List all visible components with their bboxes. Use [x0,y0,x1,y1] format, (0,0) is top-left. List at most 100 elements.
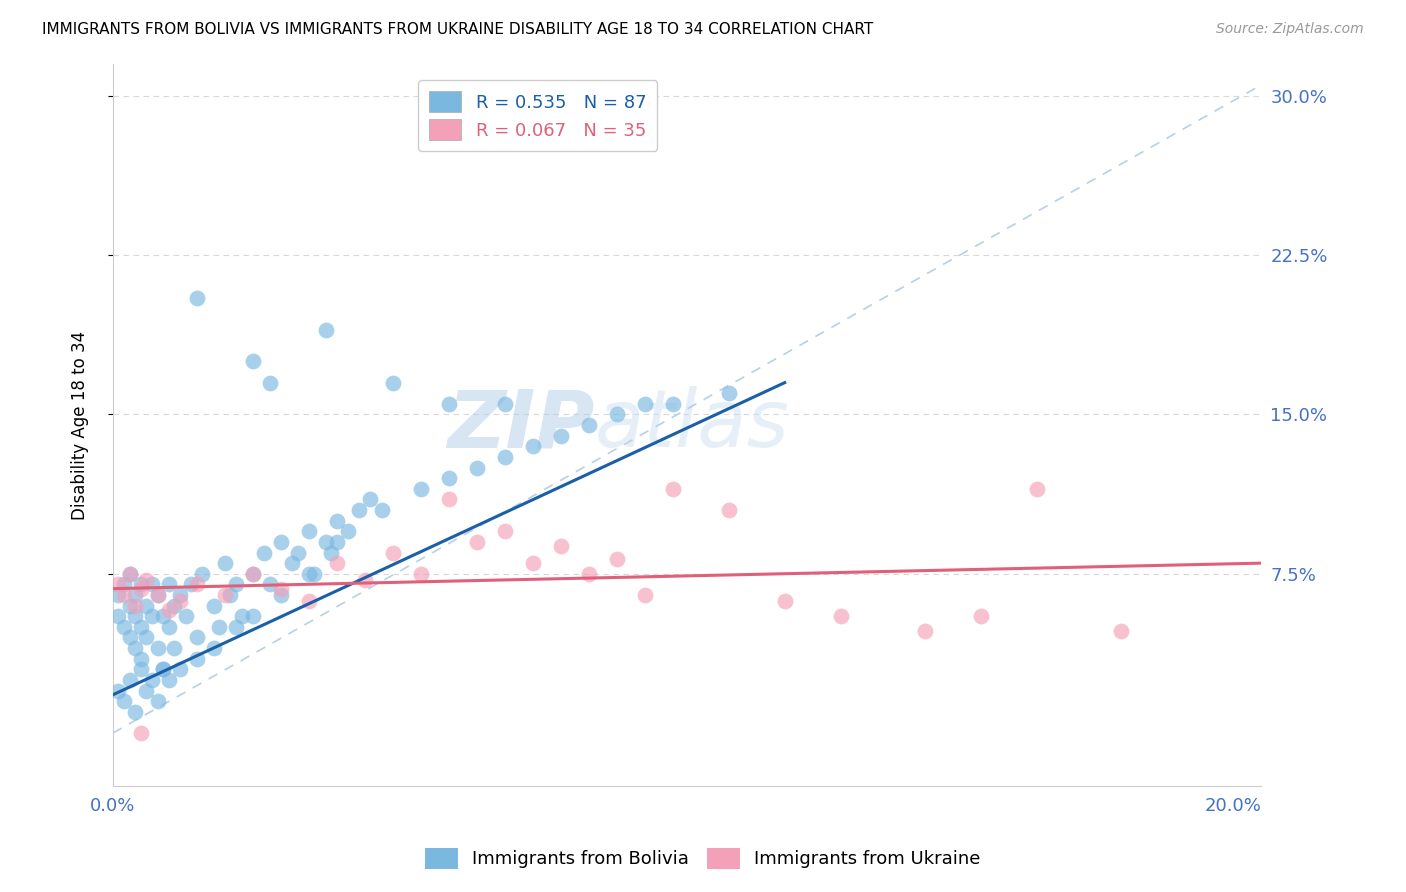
Point [242,566,264,581]
Point [124,599,146,613]
Point [281,556,304,570]
Point [118,631,141,645]
Point [409,482,432,496]
Point [112,694,135,708]
Point [1109,624,1132,639]
Point [186,577,208,591]
Point [437,471,460,485]
Point [326,556,349,570]
Point [174,609,197,624]
Point [202,599,225,613]
Text: Source: ZipAtlas.com: Source: ZipAtlas.com [1216,22,1364,37]
Point [107,683,129,698]
Point [359,492,381,507]
Point [169,662,191,676]
Point [970,609,993,624]
Point [550,428,572,442]
Point [169,588,191,602]
Point [141,609,163,624]
Point [315,322,337,336]
Point [231,609,253,624]
Point [129,651,152,665]
Point [163,599,186,613]
Point [124,609,146,624]
Point [135,573,157,587]
Y-axis label: Disability Age 18 to 34: Disability Age 18 to 34 [72,331,89,520]
Point [634,397,657,411]
Point [141,673,163,687]
Point [259,376,281,390]
Point [135,683,157,698]
Point [124,705,146,719]
Point [606,408,628,422]
Point [304,566,326,581]
Point [191,566,214,581]
Point [152,609,174,624]
Point [494,450,516,464]
Point [135,631,157,645]
Point [152,662,174,676]
Point [208,620,231,634]
Point [118,566,141,581]
Point [1025,482,1047,496]
Point [186,651,208,665]
Point [326,535,349,549]
Point [107,609,129,624]
Point [606,552,628,566]
Legend: Immigrants from Bolivia, Immigrants from Ukraine: Immigrants from Bolivia, Immigrants from… [418,840,988,876]
Point [157,603,180,617]
Point [465,535,488,549]
Point [225,577,247,591]
Point [578,566,600,581]
Point [270,588,292,602]
Point [129,726,152,740]
Point [146,694,169,708]
Point [773,594,796,608]
Point [830,609,852,624]
Point [409,566,432,581]
Point [287,545,309,559]
Point [146,588,169,602]
Point [118,566,141,581]
Point [129,577,152,591]
Point [298,524,321,539]
Point [370,503,392,517]
Point [129,662,152,676]
Text: atlas: atlas [595,386,790,464]
Point [118,599,141,613]
Point [135,599,157,613]
Point [129,582,152,596]
Point [550,539,572,553]
Point [141,577,163,591]
Point [381,376,404,390]
Point [157,620,180,634]
Point [214,588,236,602]
Point [270,582,292,596]
Point [152,662,174,676]
Point [107,588,129,602]
Point [157,577,180,591]
Point [578,418,600,433]
Point [437,492,460,507]
Point [914,624,936,639]
Point [186,291,208,305]
Point [112,577,135,591]
Point [214,556,236,570]
Point [124,641,146,656]
Point [337,524,360,539]
Text: IMMIGRANTS FROM BOLIVIA VS IMMIGRANTS FROM UKRAINE DISABILITY AGE 18 TO 34 CORRE: IMMIGRANTS FROM BOLIVIA VS IMMIGRANTS FR… [42,22,873,37]
Point [522,556,544,570]
Point [270,535,292,549]
Point [112,620,135,634]
Point [169,594,191,608]
Point [186,631,208,645]
Point [107,577,129,591]
Point [259,577,281,591]
Point [353,573,375,587]
Point [437,397,460,411]
Point [634,588,657,602]
Point [157,673,180,687]
Point [315,535,337,549]
Point [163,641,186,656]
Point [717,386,740,401]
